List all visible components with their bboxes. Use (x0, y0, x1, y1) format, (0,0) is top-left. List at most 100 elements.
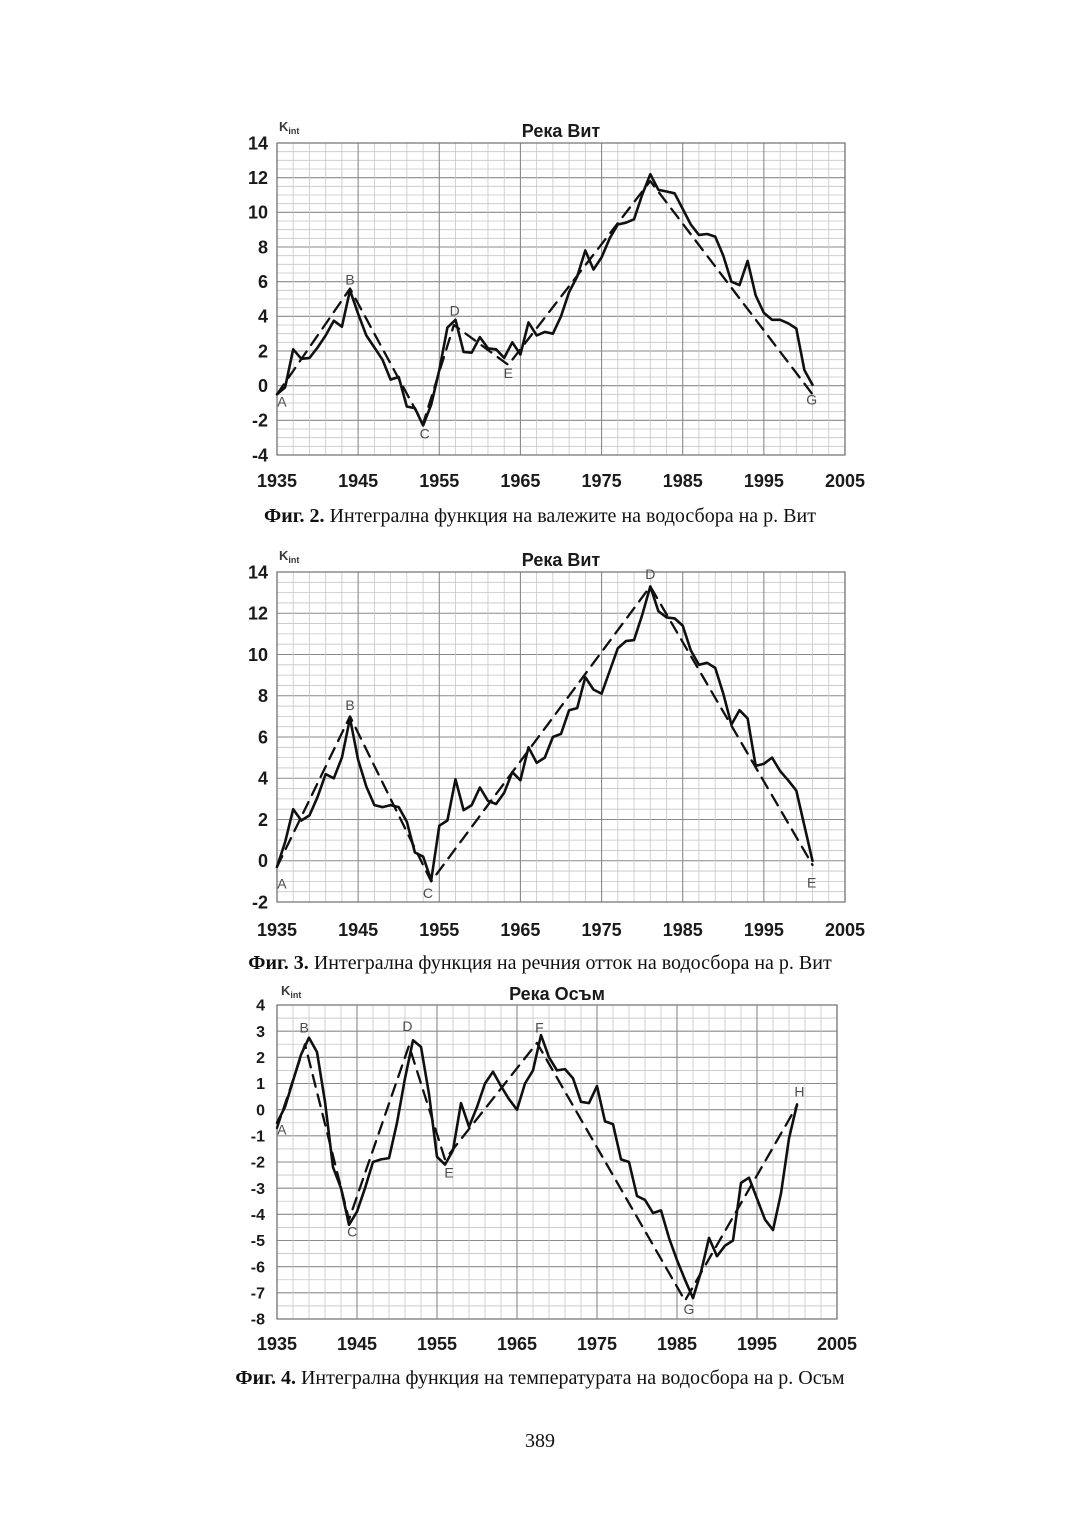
y-tick-label: 4 (256, 998, 265, 1015)
y-tick-label: 0 (256, 1102, 265, 1119)
y-tick-label: 0 (258, 376, 268, 396)
figure-2-caption: Фиг. 2. Интегрална функция на валежите н… (0, 503, 1080, 529)
point-label-E: E (807, 875, 816, 891)
point-label-A: A (277, 393, 287, 409)
y-tick-label: 8 (258, 686, 268, 706)
y-tick-label: 3 (256, 1024, 265, 1041)
integral-curve (275, 172, 814, 427)
figure-3-caption-text: Интегрална функция на речния отток на во… (308, 952, 832, 974)
x-tick-label: 1945 (337, 1334, 377, 1354)
point-label-A: A (277, 876, 287, 892)
y-tick-label: 2 (258, 810, 268, 830)
chart-runoff-vit: 14 12 10 8 6 4 2 0 -2 1935 1945 1955 1965 1975 1985 199… (248, 548, 865, 940)
figure-3-caption: Фиг. 3. Интегрална функция на речния отт… (0, 950, 1080, 976)
point-label-E: E (504, 365, 513, 381)
page-number: 389 (525, 1430, 555, 1452)
y-tick-label: 8 (258, 237, 268, 257)
y-tick-label: 0 (258, 851, 268, 871)
integral-curve (275, 585, 814, 882)
y-tick-label: 4 (258, 769, 268, 789)
figure-3-caption-number: Фиг. 3. (248, 952, 309, 974)
y-tick-label: 6 (258, 272, 268, 292)
plot-border (276, 142, 846, 456)
y-tick-label: 12 (248, 168, 268, 188)
point-label-G: G (684, 1301, 695, 1317)
x-tick-label: 1945 (338, 471, 378, 491)
x-tick-label: 1965 (500, 920, 540, 940)
x-tick-label: 1955 (419, 920, 459, 940)
point-label-C: C (347, 1224, 357, 1240)
x-tick-label: 1965 (500, 471, 540, 491)
x-tick-label: 1985 (663, 471, 703, 491)
point-label-B: B (345, 697, 354, 713)
point-label-A: A (277, 1122, 287, 1138)
y-tick-label: 10 (248, 203, 268, 223)
point-label-G: G (806, 392, 817, 408)
integral-curve (275, 1033, 799, 1300)
x-tick-label: 1945 (338, 920, 378, 940)
y-tick-label: -7 (251, 1285, 265, 1302)
y-tick-label: 6 (258, 727, 268, 747)
y-tick-label: 12 (248, 604, 268, 624)
chart-title: Река Вит (522, 550, 601, 570)
x-tick-label: 1965 (497, 1334, 537, 1354)
y-tick-label: 14 (248, 133, 268, 153)
chart-precipitation-vit: 14 12 10 8 6 4 2 0 -2 -4 1935 1945 1955 1965 1975 1985 1… (248, 119, 865, 491)
x-tick-label: 1975 (577, 1334, 617, 1354)
point-label-D: D (402, 1018, 412, 1034)
x-tick-label: 2005 (825, 471, 865, 491)
figure-2-caption-number: Фиг. 2. (264, 505, 325, 527)
y-tick-label: -3 (251, 1181, 265, 1198)
x-tick-label: 1975 (582, 471, 622, 491)
y-tick-label: -2 (251, 1155, 265, 1172)
y-tick-label: -6 (251, 1259, 265, 1276)
y-tick-label: -2 (252, 411, 268, 431)
y-tick-label: -4 (252, 445, 268, 465)
point-label-B: B (345, 271, 354, 287)
x-tick-label: 1935 (257, 471, 297, 491)
plot-border (276, 1004, 838, 1320)
point-label-E: E (444, 1165, 453, 1181)
trend-line (275, 1041, 799, 1302)
x-tick-label: 1995 (744, 471, 784, 491)
x-tick-label: 1955 (417, 1334, 457, 1354)
point-label-F: F (535, 1019, 544, 1035)
trend-line (275, 179, 814, 425)
point-label-B: B (300, 1019, 309, 1035)
y-tick-label: -4 (251, 1207, 265, 1224)
trend-line (275, 585, 814, 883)
chart-title: Река Осъм (509, 984, 605, 1004)
chart-temperature-osam: 4 3 2 1 0 -1 -2 -3 -4 -5 -6 -7 -8 1935 1945 1955 1965 197… (251, 983, 857, 1354)
y-tick-label: 10 (248, 645, 268, 665)
y-axis-label: Kint (279, 548, 299, 565)
figure-4-caption-text: Интегрална функция на температурата на в… (295, 1367, 845, 1389)
point-label-C: C (420, 426, 430, 442)
x-tick-label: 1995 (737, 1334, 777, 1354)
plot-border (276, 571, 846, 903)
point-label-C: C (423, 885, 433, 901)
x-tick-label: 1985 (657, 1334, 697, 1354)
y-tick-label: -2 (252, 892, 268, 912)
chart-title: Река Вит (522, 121, 601, 141)
y-axis-label: Kint (281, 983, 301, 1000)
figure-4-caption-number: Фиг. 4. (235, 1367, 296, 1389)
x-tick-label: 1975 (582, 920, 622, 940)
figure-4-caption: Фиг. 4. Интегрална функция на температур… (0, 1365, 1080, 1391)
y-tick-label: -1 (251, 1128, 265, 1145)
y-tick-label: 4 (258, 307, 268, 327)
point-label-D: D (450, 302, 460, 318)
x-tick-label: 1985 (663, 920, 703, 940)
x-tick-label: 2005 (817, 1334, 857, 1354)
x-tick-label: 1935 (257, 920, 297, 940)
y-tick-label: 2 (258, 341, 268, 361)
y-tick-label: 14 (248, 562, 268, 582)
y-axis-label: Kint (279, 119, 299, 136)
x-tick-label: 2005 (825, 920, 865, 940)
point-label-D: D (645, 566, 655, 582)
y-tick-label: 1 (256, 1076, 265, 1093)
x-tick-label: 1995 (744, 920, 784, 940)
x-tick-label: 1955 (419, 471, 459, 491)
figure-2-caption-text: Интегрална функция на валежите на водосб… (324, 505, 816, 527)
x-tick-label: 1935 (257, 1334, 297, 1354)
